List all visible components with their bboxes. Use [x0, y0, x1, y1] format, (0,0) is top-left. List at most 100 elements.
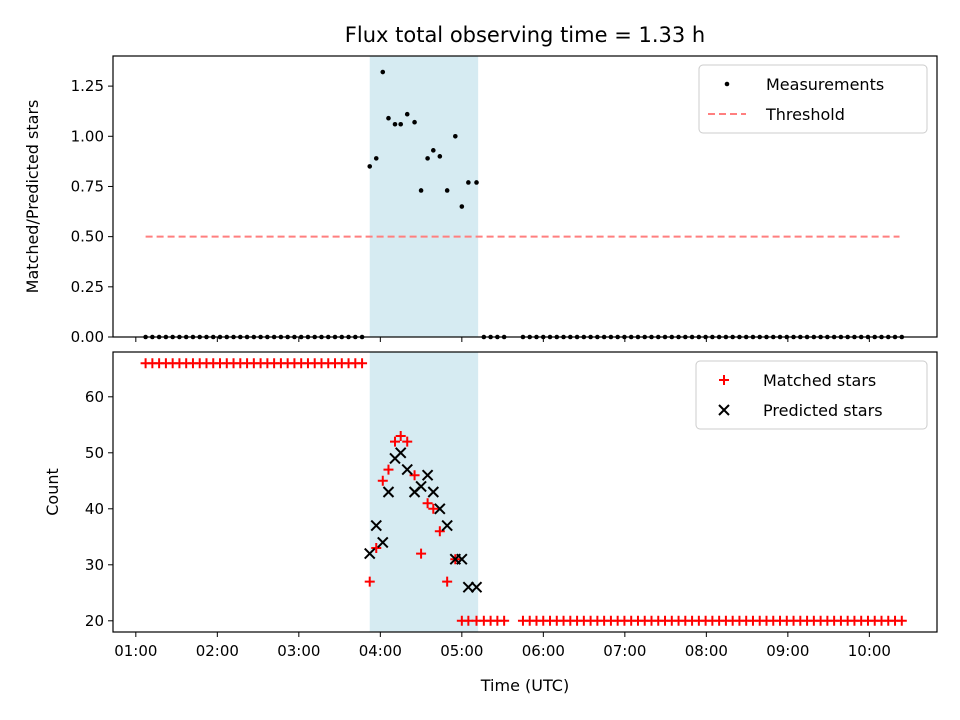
- matched-star-point: [428, 503, 439, 514]
- measurement-point: [459, 204, 465, 209]
- measurement-point: [764, 334, 769, 340]
- measurement-point: [353, 334, 358, 340]
- measurement-point: [574, 334, 580, 340]
- measurement-point: [561, 334, 566, 340]
- measurement-point: [655, 334, 661, 340]
- measurement-point: [305, 334, 311, 340]
- measurement-point: [224, 334, 230, 340]
- measurement-point: [325, 334, 331, 340]
- matched-star-point: [402, 436, 413, 447]
- y-tick-label: 20: [85, 612, 104, 630]
- axes-frame: [112, 351, 938, 633]
- matched-star-point: [390, 436, 401, 447]
- legend-box: [695, 360, 928, 430]
- measurement-point: [367, 164, 373, 169]
- legend-box: [698, 64, 928, 134]
- measurement-point: [204, 334, 209, 340]
- y-tick-label: 0.75: [71, 177, 104, 195]
- measurement-point: [595, 334, 600, 340]
- measurement-point: [743, 334, 749, 340]
- legend-label: Threshold: [765, 105, 845, 124]
- measurement-point: [418, 188, 424, 193]
- measurement-point: [380, 69, 386, 75]
- measurement-point: [676, 334, 681, 340]
- chart-title: Flux total observing time = 1.33 h: [345, 23, 705, 47]
- measurement-point: [737, 334, 742, 340]
- measurement-point: [319, 334, 324, 340]
- measurement-point: [150, 334, 155, 340]
- matched-star-point: [442, 576, 453, 587]
- legend-label: Measurements: [766, 75, 884, 94]
- legend-marker-measurements: [724, 81, 730, 87]
- measurement-point: [197, 334, 203, 340]
- measurement-point: [298, 334, 304, 340]
- measurement-point: [696, 334, 702, 340]
- x-tick-label: 10:00: [848, 642, 891, 660]
- predicted-star-point: [441, 519, 453, 532]
- matched-star-point: [422, 498, 433, 509]
- measurement-point: [444, 188, 450, 193]
- measurement-point: [412, 119, 417, 125]
- measurement-point: [258, 334, 263, 340]
- y-axis-label: Matched/Predicted stars: [23, 100, 42, 294]
- legend-marker-predicted: [718, 404, 730, 416]
- measurement-point: [453, 133, 458, 139]
- predicted-star-point: [377, 536, 389, 549]
- measurement-point: [359, 334, 365, 340]
- measurement-point: [568, 334, 573, 340]
- x-tick-label: 01:00: [114, 642, 157, 660]
- measurement-point: [285, 334, 290, 340]
- measurement-point: [899, 334, 905, 340]
- measurement-point: [581, 334, 587, 340]
- measurement-point: [662, 334, 668, 340]
- y-tick-label: 40: [85, 500, 104, 518]
- predicted-star-point: [421, 469, 434, 481]
- measurement-point: [777, 334, 783, 340]
- measurement-point: [831, 334, 837, 340]
- matched-star-point: [383, 464, 394, 475]
- measurement-point: [689, 334, 695, 340]
- measurement-point: [710, 334, 715, 340]
- measurement-point: [163, 334, 169, 340]
- measurement-point: [431, 148, 436, 153]
- matched-star-point: [499, 615, 510, 626]
- observing-window-shade: [369, 352, 479, 632]
- x-axis-label: Time (UTC): [480, 676, 569, 695]
- measurement-point: [339, 334, 345, 340]
- y-tick-label: 1.00: [71, 127, 104, 145]
- measurement-point: [608, 334, 614, 340]
- legend-label: Matched stars: [763, 371, 876, 390]
- matched-star-point: [357, 358, 368, 369]
- measurement-point: [683, 334, 688, 340]
- predicted-star-point: [434, 503, 446, 515]
- matched-star-point: [371, 543, 382, 553]
- matched-star-point: [395, 431, 406, 441]
- measurement-point: [852, 334, 857, 340]
- measurement-point: [723, 334, 729, 340]
- measurement-point: [332, 334, 338, 340]
- measurement-point: [838, 334, 844, 340]
- count-panel: 20 30 40 50 60 01:00 02:00 03:00 04:00 05:00 06:00…: [43, 351, 938, 695]
- x-tick-label: 03:00: [277, 642, 320, 660]
- measurement-point: [750, 334, 756, 340]
- measurement-point: [156, 334, 162, 340]
- predicted-star-point: [401, 463, 413, 476]
- measurement-point: [892, 334, 898, 340]
- measurement-point: [527, 334, 533, 340]
- measurement-point: [818, 334, 823, 340]
- measurement-point: [865, 334, 871, 340]
- predicted-star-point: [370, 519, 382, 532]
- measurement-point: [804, 334, 810, 340]
- predicted-star-point: [364, 547, 376, 560]
- predicted-star-point: [382, 486, 395, 498]
- x-tick-label: 09:00: [766, 642, 809, 660]
- measurement-point: [730, 334, 735, 340]
- measurement-point: [238, 334, 243, 340]
- measurement-point: [177, 334, 182, 340]
- legend-marker-matched: [719, 375, 729, 385]
- x-tick-label: 04:00: [359, 642, 402, 660]
- measurement-point: [649, 334, 654, 340]
- y-tick-label: 60: [85, 388, 104, 406]
- matched-star-point: [409, 470, 420, 481]
- matched-star-point: [416, 548, 427, 559]
